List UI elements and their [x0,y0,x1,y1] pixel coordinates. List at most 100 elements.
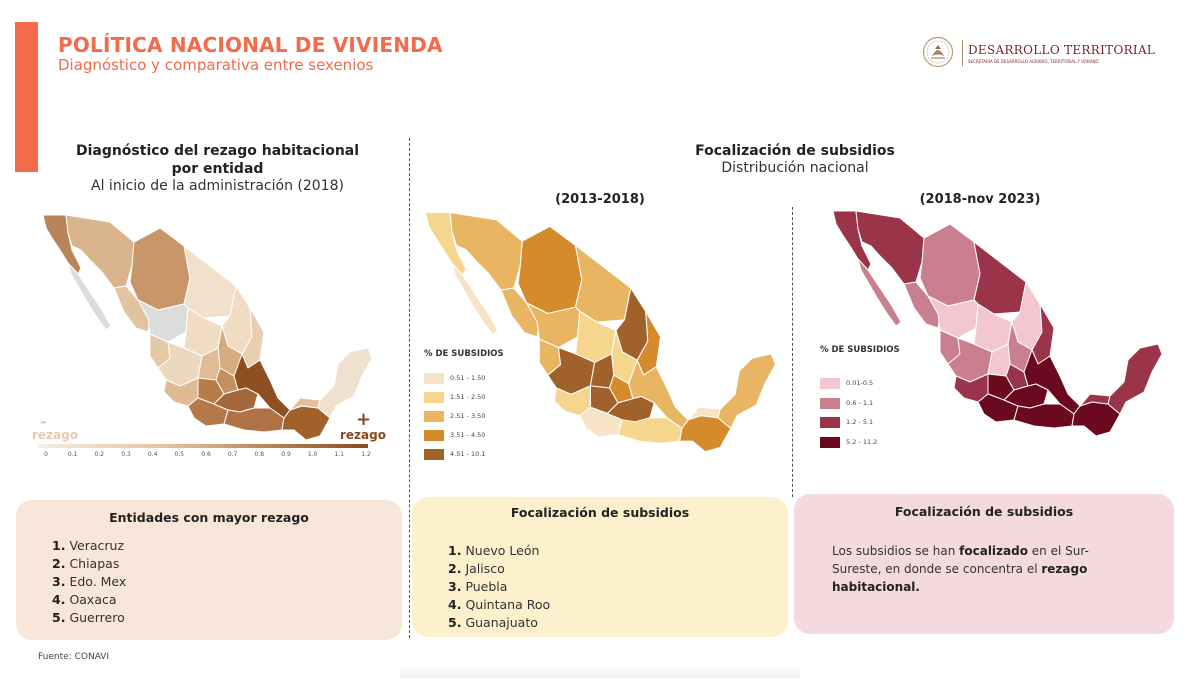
scale-tick: 1.0 [307,451,318,458]
legend-swatch [424,392,444,403]
rezago-high-symbol: + [356,409,372,430]
region-baja-california-sur [857,258,902,327]
box-focalizacion-2018: Focalización de subsidios Los subsidios … [794,494,1174,634]
section-divider [409,138,410,638]
scale-tick: 0.4 [147,451,158,458]
list-item-name: Guanajuato [465,615,538,630]
region-chihuahua [517,225,583,315]
region-oaxaca [223,407,285,433]
list-mayor-rezago: 1. Veracruz 2. Chiapas 3. Edo. Mex 4. Oaxac… [52,537,126,627]
scale-tick: 1.1 [334,451,345,458]
legend-label: 3.51 - 4.50 [450,431,486,439]
list-item: 4. Oaxaca [52,591,126,609]
region-oaxaca [1013,403,1075,429]
legend-swatch [424,411,444,422]
list-item: 3. Puebla [448,578,550,596]
logo-subtitle: SECRETARÍA DE DESARROLLO AGRARIO, TERRIT… [968,59,1099,64]
region-yucatan-peninsula [1107,343,1163,415]
scale-tick: 0 [44,451,48,458]
list-item-number: 4. [52,592,66,607]
region-chihuahua [129,227,191,311]
list-item: 2. Chiapas [52,555,126,573]
list-item-number: 3. [448,579,462,594]
legend-label: 5.2 - 11.2 [846,437,878,446]
legend-label: 0.6 - 1.1 [846,398,874,407]
list-item-number: 5. [448,615,462,630]
region-sonora [855,210,925,285]
logo-title: DESARROLLO TERRITORIAL [968,43,1156,57]
period-2018-2023: (2018-nov 2023) [919,192,1041,207]
legend-label: 0.51 - 1.50 [450,374,486,382]
legend-subsidios-2013-title: % DE SUBSIDIOS [424,349,504,359]
list-item-number: 2. [52,556,66,571]
legend-label: 2.51 - 3.50 [450,412,486,420]
focalization-title: Focalización de subsidios [695,143,895,159]
legend-swatch [424,373,444,384]
accent-bar [15,22,38,172]
page-title: POLÍTICA NACIONAL DE VIVIENDA [58,33,443,57]
legend-swatch [424,430,444,441]
legend-item: 2.51 - 3.50 [424,411,514,423]
diagnostic-title: Diagnóstico del rezago habitacional por … [75,143,360,177]
legend-item: 3.51 - 4.50 [424,430,514,442]
map-subsidios-2018-2023 [832,210,1163,437]
scale-tick: 0.2 [94,451,105,458]
focalization-subtitle: Distribución nacional [721,160,869,176]
source-note: Fuente: CONAVI [38,652,110,662]
legend-swatch [820,397,840,409]
scale-tick: 0.7 [227,451,238,458]
region-sonora [65,214,135,289]
list-item: 3. Edo. Mex [52,573,126,591]
box-focalizacion-2013-title: Focalización de subsidios [510,505,690,520]
legend-item: 0.6 - 1.1 [820,397,910,410]
legend-label: 1.2 - 5.1 [846,418,874,426]
list-item-number: 1. [448,543,462,558]
list-item-name: Jalisco [465,561,505,576]
list-item-number: 5. [52,610,66,625]
rezago-scale-ticks: 0 0.1 0.2 0.3 0.4 0.5 0.6 0.7 0.8 0.9 1.0 1.1 1.2 [44,451,371,461]
logo-divider [962,40,963,66]
legend-swatch [424,449,444,460]
rezago-high-label: rezago [340,428,386,442]
rezago-low-label: rezago [32,428,78,442]
diagnostic-subtitle: Al inicio de la administración (2018) [91,178,344,194]
bottom-shade [400,666,800,678]
region-sonora [449,211,523,291]
list-item-name: Edo. Mex [69,574,127,589]
legend-label: 1.51 - 2.50 [450,393,486,401]
region-coahuila [183,245,237,319]
legend-item: 0.01-0.5 [820,378,910,390]
box-focalizacion-2018-title: Focalización de subsidios [894,504,1074,519]
list-item: 1. Nuevo León [448,542,550,560]
list-focalizacion-2013: 1. Nuevo León 2. Jalisco 3. Puebla 4. Quint… [448,542,550,632]
legend-label: 4.51 - 10.1 [450,450,486,458]
legend-swatch [820,378,840,389]
list-item: 5. Guanajuato [448,614,550,632]
legend-item: 1.51 - 2.50 [424,392,514,404]
box-focalizacion-2013: Focalización de subsidios 1. Nuevo León 2… [412,497,788,637]
scale-tick: 0.6 [201,451,211,458]
scale-tick: 0.9 [281,451,291,458]
list-item: 5. Guerrero [52,609,126,627]
period-divider [792,207,793,497]
region-chihuahua [919,223,981,307]
list-item-name: Puebla [465,579,508,594]
list-item-name: Guerrero [69,610,125,625]
list-item-name: Veracruz [69,538,125,553]
region-coahuila [574,244,632,323]
rezago-gradient-bar [38,444,368,448]
period-2013-2018: (2013-2018) [555,192,645,207]
box-mayor-rezago-title: Entidades con mayor rezago [109,510,309,525]
list-item: 1. Veracruz [52,537,126,555]
list-item: 2. Jalisco [448,560,550,578]
region-baja-california-sur [67,262,112,331]
list-item-number: 4. [448,597,462,612]
list-item-name: Quintana Roo [465,597,551,612]
rezago-low-symbol: - [40,412,47,431]
list-item: 4. Quintana Roo [448,596,550,614]
region-yucatan-peninsula [317,347,373,419]
scale-tick: 0.3 [121,451,131,458]
map-subsidios-2013-2018 [424,211,776,453]
legend-subsidios-2018-title: % DE SUBSIDIOS [820,345,900,355]
legend-label: 0.01-0.5 [846,379,874,387]
